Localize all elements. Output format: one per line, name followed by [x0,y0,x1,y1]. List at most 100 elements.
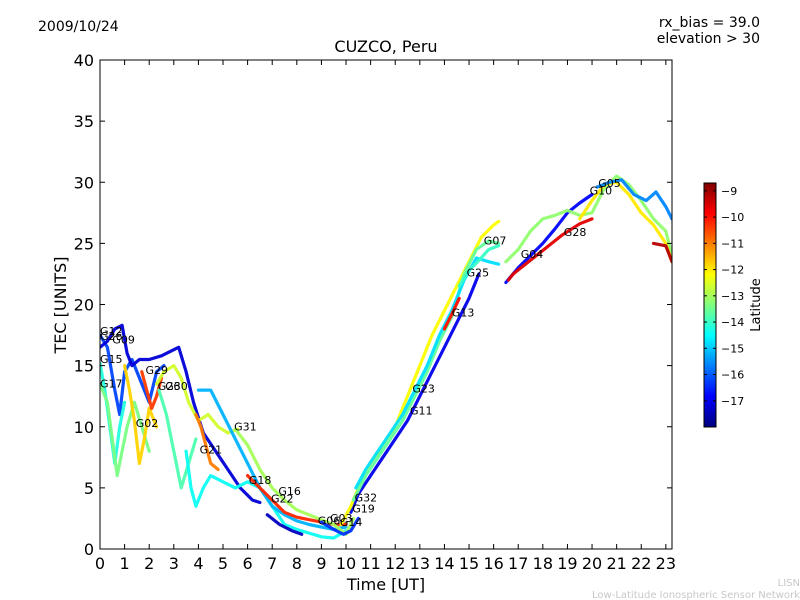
footer-org-full: Low-Latitude Ionospheric Sensor Network [592,590,800,600]
series-g25-20 [457,244,501,288]
series-layer [100,174,672,540]
colorbar-tick-label: −14 [721,316,744,329]
satellite-label-g28-25: G28 [564,226,587,239]
x-tick-label: 3 [169,554,179,573]
series-g12-0 [100,333,166,417]
series-g04-21 [504,192,594,285]
colorbar [703,182,717,428]
series-g10-24 [578,180,672,264]
x-tick-label: 6 [243,554,253,573]
satellite-label-g30-7: G30 [165,380,188,393]
satellite-label-g16-12: G16 [278,485,301,498]
satellite-label-g11-19: G11 [410,405,433,418]
y-tick-label: 30 [74,173,94,192]
series-g17-3 [100,382,151,478]
x-tick-label: 20 [582,554,602,573]
satellite-label-g17-4: G17 [100,378,123,391]
x-tick-label: 7 [267,554,277,573]
x-tick-label: 9 [316,554,326,573]
rx-bias-label: rx_bias = 39.0 [659,15,760,31]
series-g14-14 [319,516,360,536]
y-tick-label: 0 [84,540,94,559]
satellite-label-g32-17: G32 [355,491,378,504]
series-g11-18 [354,256,501,490]
y-tick-label: 15 [74,357,94,376]
colorbar-tick-label: −10 [721,211,744,224]
x-tick-label: 18 [533,554,553,573]
colorbar-tick-label: −16 [721,369,744,382]
colorbar-tick-label: −17 [721,395,744,408]
series-g16-12 [233,427,355,536]
satellite-label-g21-9: G21 [200,444,223,457]
satellite-label-g19-18: G19 [352,502,375,515]
satellite-label-g02-8: G02 [136,417,159,430]
x-tick-label: 19 [557,554,577,573]
colorbar-tick-label: −9 [721,185,737,198]
satellite-label-g10-26: G10 [590,185,613,198]
x-tick-label: 12 [385,554,405,573]
series-g30-6 [155,364,240,435]
series-g06-13 [265,513,304,536]
y-tick-label: 20 [74,296,94,315]
x-tick-label: 5 [218,554,228,573]
series-g02-4 [122,364,159,465]
satellite-label-g15-3: G15 [100,353,123,366]
satellite-label-g22-13: G22 [271,493,294,506]
series-g13-19 [442,296,461,331]
colorbar-label: Latitude [749,278,764,332]
x-tick-label: 13 [410,554,430,573]
x-tick-label: 2 [144,554,154,573]
series-g26-7 [157,388,198,490]
x-tick-label: 16 [483,554,503,573]
series-g03-26 [651,241,672,264]
satellite-label-g06-14: G06 [318,515,341,528]
series-g28-22 [506,217,594,282]
series-g09-1 [100,323,262,505]
colorbar-tick-label: −12 [721,264,744,277]
x-tick-label: 21 [606,554,626,573]
satellite-label-g14-16: G14 [340,516,363,529]
date-label: 2009/10/24 [38,19,119,35]
y-tick-label: 10 [74,418,94,437]
series-g18-10 [196,388,348,532]
satellite-label-g09-2: G09 [112,334,135,347]
y-tick-label: 35 [74,112,94,131]
satellite-label-g05-27: G05 [598,177,621,190]
x-tick-label: 10 [336,554,356,573]
x-axis-label: Time [UT] [346,575,425,594]
satellite-label-g29-5: G29 [146,364,169,377]
colorbar-ticks: −9 −10 −11 −12 −13 −14 −15 −16 −17 [704,185,744,408]
satellite-label-g13-21: G13 [452,307,475,320]
x-tick-label: 17 [508,554,528,573]
satellite-label-g04-24: G04 [521,248,544,261]
y-tick-label: 40 [74,51,94,70]
satellite-label-g07-23: G07 [484,235,507,248]
satellite-label-g25-22: G25 [467,266,490,279]
elevation-label: elevation > 30 [657,31,760,47]
series-g31-9 [184,449,348,540]
satellite-label-g26-1: G26 [100,330,123,343]
footer-org-short: LISN [778,578,800,589]
satellite-label-g31-10: G31 [234,420,257,433]
y-tick-label: 5 [84,479,94,498]
axes: 0 1 2 3 4 5 6 7 8 9 10 11 12 13 14 15 16 17 18 19 20 21 22 2305… [74,51,676,573]
x-tick-label: 15 [459,554,479,573]
series-g21-8 [194,412,220,472]
satellite-label-g18-11: G18 [249,474,272,487]
x-tick-label: 1 [120,554,130,573]
x-tick-label: 23 [656,554,676,573]
series-g05-25 [595,178,672,221]
x-tick-label: 0 [95,554,105,573]
x-tick-label: 8 [292,554,302,573]
x-tick-label: 22 [631,554,651,573]
satellite-label-g12-0: G12 [100,325,123,338]
colorbar-tick-label: −15 [721,342,744,355]
y-tick-label: 25 [74,234,94,253]
x-tick-label: 4 [193,554,203,573]
y-axis-label: TEC [UNITS] [51,257,70,355]
series-g07-23 [504,174,672,264]
series-g23-17 [351,239,501,502]
satellite-label-g23-20: G23 [412,383,435,396]
satellite-label-g03-15: G03 [330,512,353,525]
